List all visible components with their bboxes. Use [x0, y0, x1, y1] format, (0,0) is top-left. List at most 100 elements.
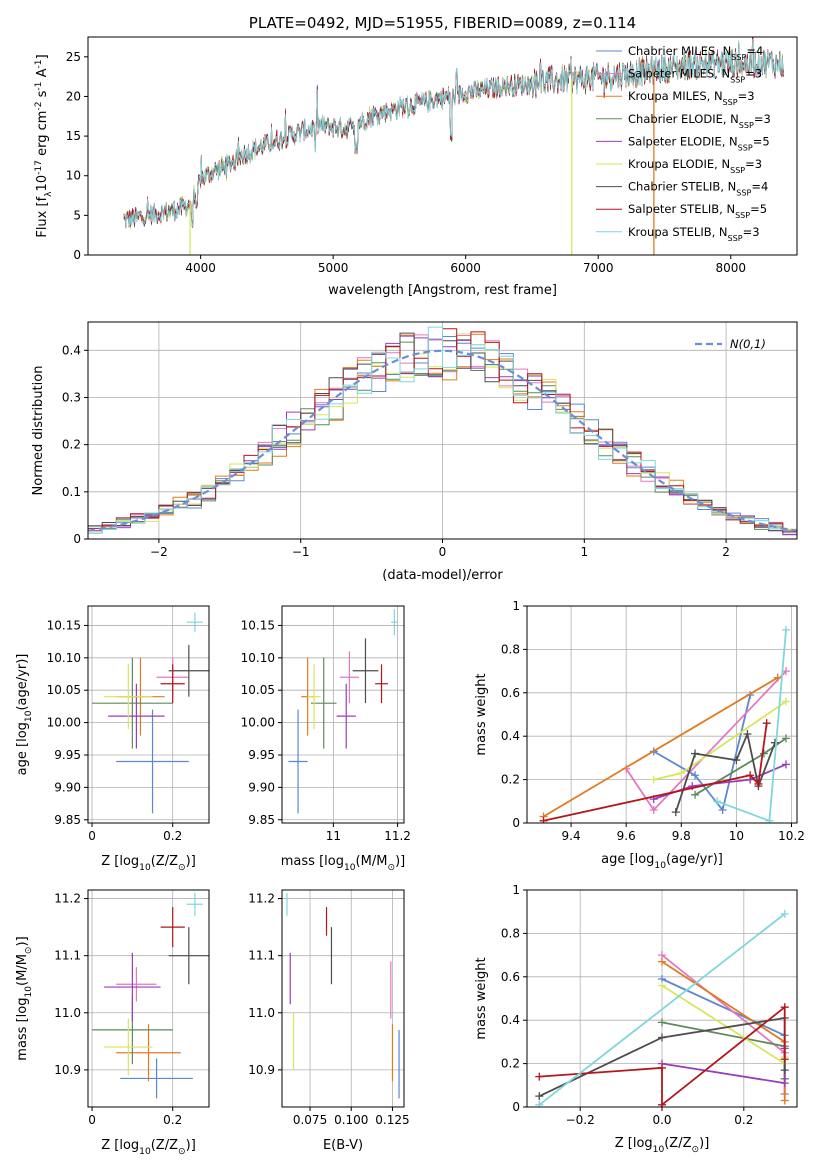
weight-point-kroupa_miles — [773, 673, 782, 682]
weight-point-chabrier_stelib — [535, 1092, 544, 1101]
y-tick-label: 11.2 — [54, 892, 81, 906]
x-tick-label: 0 — [439, 545, 447, 559]
weight-point-salpeter_elodie — [781, 760, 790, 769]
weight-point-salpeter_stelib — [658, 1100, 666, 1107]
x-tick-label: −0.2 — [566, 1113, 595, 1127]
weight-line-salpeter_elodie — [661, 1048, 786, 1085]
y-tick-label: 25 — [66, 50, 81, 64]
weight_vs_Z-plot-area — [535, 909, 789, 1107]
y-tick-label: 11.1 — [248, 949, 275, 963]
x-tick-label: 4000 — [185, 261, 216, 275]
weight-point-chabrier_elodie — [691, 790, 700, 799]
weight-point-kroupa_miles — [780, 1096, 789, 1105]
mass_vs_Z-frame — [87, 889, 210, 1108]
y-tick-label: 10.15 — [241, 618, 275, 632]
x-tick-label: 2 — [722, 545, 730, 559]
y-tick-label: 9.95 — [248, 748, 275, 762]
y-tick-label: 10.05 — [47, 683, 81, 697]
y-tick-label: 0.6 — [501, 970, 520, 984]
y-axis-label: mass [log10(M/M⊙)] — [15, 936, 34, 1060]
x-tick-label: −1 — [292, 545, 310, 559]
y-tick-label: 0.6 — [501, 686, 520, 700]
y-tick-label: 0 — [512, 1100, 520, 1114]
weight_vs_age-axes — [527, 605, 797, 824]
x-axis-label: mass [log10(M/M⊙)] — [281, 854, 405, 873]
weight_vs_age-plot-area — [539, 625, 790, 823]
spectrum-line-kroupa_stelib — [123, 38, 785, 229]
weight-point-salpeter_stelib — [762, 719, 771, 728]
y-tick-label: 20 — [66, 89, 81, 103]
age_vs_mass-plot-area — [288, 609, 398, 814]
x-tick-label: 6000 — [450, 261, 481, 275]
weight-point-salpeter_stelib — [658, 1063, 666, 1072]
x-tick-label: 8000 — [715, 261, 746, 275]
weight-point-chabrier_stelib — [770, 738, 779, 747]
y-axis-label: Flux [fλ10-17 erg cm-2 s-1 A-1] — [34, 54, 54, 237]
y-tick-label: 10.10 — [47, 651, 81, 665]
weight-line-chabrier_stelib — [674, 731, 776, 813]
y-tick-label: 11.2 — [248, 892, 275, 906]
legend-label-salpeter_elodie: Salpeter ELODIE, NSSP=5 — [628, 134, 770, 152]
weight-point-salpeter_elodie — [780, 1079, 789, 1088]
x-tick-label: 0.125 — [375, 1113, 409, 1127]
weight-point-kroupa_stelib — [780, 909, 789, 918]
x-tick-label: 10.2 — [778, 829, 805, 843]
weight-point-salpeter_stelib — [746, 771, 755, 780]
weight-point-chabrier_stelib — [658, 1033, 666, 1042]
age_vs_Z-plot-area — [92, 612, 209, 814]
y-tick-label: 10.05 — [241, 683, 275, 697]
x-tick-label: 7000 — [583, 261, 614, 275]
legend-label-normal: N(0,1) — [730, 337, 766, 351]
weight-point-chabrier_stelib — [691, 749, 700, 758]
weight-point-kroupa_stelib — [765, 816, 774, 823]
age_vs_Z-axes — [88, 606, 209, 823]
y-axis-label: mass weight — [474, 673, 489, 755]
y-tick-label: 9.95 — [54, 748, 81, 762]
y-tick-label: 0.3 — [62, 390, 81, 404]
weight-line-kroupa_elodie — [661, 984, 786, 1066]
weight-point-kroupa_elodie — [781, 697, 790, 706]
x-axis-label: age [log10(age/yr)] — [601, 852, 723, 871]
x-tick-label: 9.8 — [672, 829, 691, 843]
y-tick-label: 0.1 — [62, 485, 81, 499]
weight-point-salpeter_stelib — [535, 1072, 544, 1081]
x-tick-label: 5000 — [318, 261, 349, 275]
x-tick-label: −2 — [150, 545, 168, 559]
legend-label-kroupa_stelib: Kroupa STELIB, NSSP=3 — [628, 225, 760, 243]
y-tick-label: 15 — [66, 129, 81, 143]
legend-label-salpeter_miles: Salpeter MILES, NSSP=3 — [628, 67, 762, 85]
weight-point-kroupa_miles — [658, 957, 666, 966]
x-axis-label: Z [log10(Z/Z⊙)] — [101, 1138, 196, 1157]
weight-point-chabrier_stelib — [780, 1066, 789, 1075]
age_vs_Z-frame — [87, 605, 210, 824]
y-tick-label: 0 — [73, 248, 81, 262]
y-tick-label: 0.4 — [62, 343, 81, 357]
y-tick-label: 5 — [73, 208, 81, 222]
x-axis-label: (data-model)/error — [382, 568, 503, 583]
y-tick-label: 10.15 — [47, 618, 81, 632]
x-axis-label: Z [log10(Z/Z⊙)] — [101, 854, 196, 873]
weight-line-kroupa_miles — [543, 676, 779, 818]
y-tick-label: 1 — [512, 883, 520, 897]
weight-point-kroupa_elodie — [677, 769, 686, 778]
y-tick-label: 10.9 — [54, 1063, 81, 1077]
x-axis-label: E(B-V) — [323, 1138, 363, 1153]
x-tick-label: 0.2 — [163, 1113, 182, 1127]
y-axis-label: age [log10(age/yr)] — [15, 654, 34, 776]
y-tick-label: 0.8 — [501, 642, 520, 656]
mass_vs_ebv-frame — [281, 889, 405, 1108]
legend-label-kroupa_miles: Kroupa MILES, NSSP=3 — [628, 89, 755, 107]
x-tick-label: 0.0 — [652, 1113, 671, 1127]
weight-point-chabrier_miles — [691, 771, 700, 780]
y-tick-label: 0 — [73, 532, 81, 546]
x-tick-label: 0 — [88, 1113, 96, 1127]
chart-title: PLATE=0492, MJD=51955, FIBERID=0089, z=0… — [249, 14, 636, 32]
weight-point-chabrier_miles — [718, 805, 727, 814]
y-tick-label: 11.0 — [54, 1006, 81, 1020]
y-tick-label: 10.00 — [47, 716, 81, 730]
weight-point-chabrier_elodie — [658, 1018, 666, 1027]
weight-point-chabrier_stelib — [743, 730, 752, 739]
x-tick-label: 9.4 — [562, 829, 581, 843]
normal-curve — [88, 349, 797, 532]
